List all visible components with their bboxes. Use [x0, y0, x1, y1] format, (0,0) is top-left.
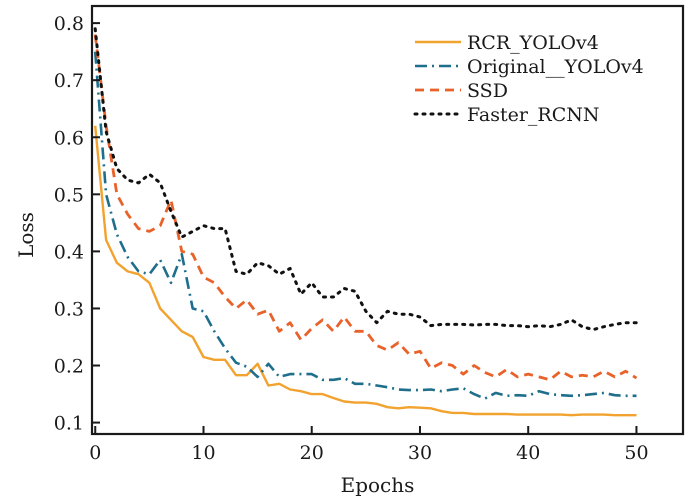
- y-tick-label: 0.8: [54, 13, 84, 35]
- series-line-rcr-yolov4: [94, 125, 637, 417]
- y-tick-label: 0.2: [54, 356, 84, 378]
- y-axis-title: Loss: [14, 212, 38, 258]
- legend-label: Original__YOLOv4: [467, 56, 644, 78]
- series-layer: [93, 27, 638, 417]
- axes-layer: [90, 4, 685, 436]
- x-axis: 0 10 20 30 40 50: [89, 426, 649, 464]
- y-tick-label: 0.4: [54, 241, 84, 263]
- y-axis: 0.1 0.2 0.3 0.4 0.5 0.6 0.7 0.8: [54, 13, 100, 435]
- legend-label: RCR_YOLOv4: [467, 32, 599, 54]
- x-tick-label: 30: [408, 442, 432, 464]
- legend-label: SSD: [467, 80, 508, 102]
- series-line-faster-rcnn: [93, 27, 638, 332]
- plot-frame: [90, 4, 685, 436]
- series-line-ssd: [93, 34, 638, 382]
- legend-label: Faster_RCNN: [467, 104, 600, 126]
- y-tick-label: 0.1: [54, 413, 84, 435]
- x-tick-label: 40: [516, 442, 540, 464]
- y-tick-label: 0.7: [54, 70, 84, 92]
- x-tick-label: 0: [89, 442, 101, 464]
- x-axis-title: Epochs: [341, 473, 415, 497]
- x-tick-label: 50: [624, 442, 648, 464]
- x-tick-label: 20: [300, 442, 324, 464]
- y-tick-label: 0.5: [54, 184, 84, 206]
- y-tick-label: 0.6: [54, 127, 84, 149]
- x-tick-label: 10: [191, 442, 215, 464]
- y-tick-label: 0.3: [54, 298, 84, 320]
- series-line-original-yolov4: [93, 51, 637, 400]
